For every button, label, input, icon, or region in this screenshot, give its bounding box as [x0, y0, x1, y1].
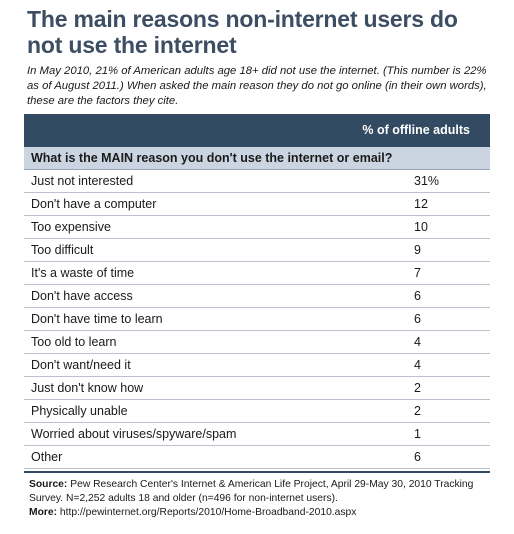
- table-row: Don't have a computer 12: [24, 193, 490, 216]
- row-label: Other: [31, 450, 63, 464]
- row-label: Too difficult: [31, 243, 94, 257]
- row-value: 31%: [414, 174, 440, 188]
- row-value: 4: [414, 335, 421, 349]
- row-value: 9: [414, 243, 421, 257]
- row-label: Worried about viruses/spyware/spam: [31, 427, 237, 441]
- table-row: Don't have time to learn 6: [24, 308, 490, 331]
- row-label: Too expensive: [31, 220, 111, 234]
- source-note: Source: Pew Research Center's Internet &…: [24, 471, 490, 520]
- row-value: 4: [414, 358, 421, 372]
- table-body: Just not interested 31% Don't have a compu…: [24, 170, 490, 469]
- row-label: Don't have a computer: [31, 197, 157, 211]
- more-link[interactable]: http://pewinternet.org/Reports/2010/Home…: [59, 507, 357, 518]
- row-label: Don't want/need it: [31, 358, 131, 372]
- row-value: 7: [414, 266, 421, 280]
- survey-question: What is the MAIN reason you don't use th…: [24, 147, 490, 170]
- source-label: Source:: [29, 479, 68, 490]
- row-label: Too old to learn: [31, 335, 117, 349]
- column-header: % of offline adults: [362, 123, 470, 137]
- chart-title: The main reasons non-internet users do n…: [27, 6, 458, 58]
- row-value: 2: [414, 404, 421, 418]
- row-value: 2: [414, 381, 421, 395]
- more-label: More:: [29, 507, 58, 518]
- row-label: It's a waste of time: [31, 266, 135, 280]
- table-row: Worried about viruses/spyware/spam 1: [24, 423, 490, 446]
- row-value: 6: [414, 312, 421, 326]
- source-text: Pew Research Center's Internet & America…: [29, 479, 474, 504]
- table-row: Don't want/need it 4: [24, 354, 490, 377]
- row-value: 1: [414, 427, 421, 441]
- table-row: Too old to learn 4: [24, 331, 490, 354]
- row-label: Don't have time to learn: [31, 312, 163, 326]
- table-row: Just not interested 31%: [24, 170, 490, 193]
- table-row: Too expensive 10: [24, 216, 490, 239]
- row-value: 6: [414, 450, 421, 464]
- table-row: It's a waste of time 7: [24, 262, 490, 285]
- row-label: Physically unable: [31, 404, 128, 418]
- row-value: 6: [414, 289, 421, 303]
- table-row: Physically unable 2: [24, 400, 490, 423]
- table-row: Don't have access 6: [24, 285, 490, 308]
- row-label: Don't have access: [31, 289, 133, 303]
- more-line: More: http://pewinternet.org/Reports/201…: [29, 506, 490, 520]
- table-row: Other 6: [24, 446, 490, 469]
- row-value: 12: [414, 197, 428, 211]
- table-row: Too difficult 9: [24, 239, 490, 262]
- row-value: 10: [414, 220, 428, 234]
- chart-subtitle: In May 2010, 21% of American adults age …: [27, 65, 487, 107]
- row-label: Just not interested: [31, 174, 134, 188]
- table-row: Just don't know how 2: [24, 377, 490, 400]
- row-label: Just don't know how: [31, 381, 144, 395]
- figure: The main reasons non-internet users do n…: [24, 6, 490, 520]
- source-line: Source: Pew Research Center's Internet &…: [29, 478, 490, 506]
- table-header: % of offline adults: [24, 114, 490, 147]
